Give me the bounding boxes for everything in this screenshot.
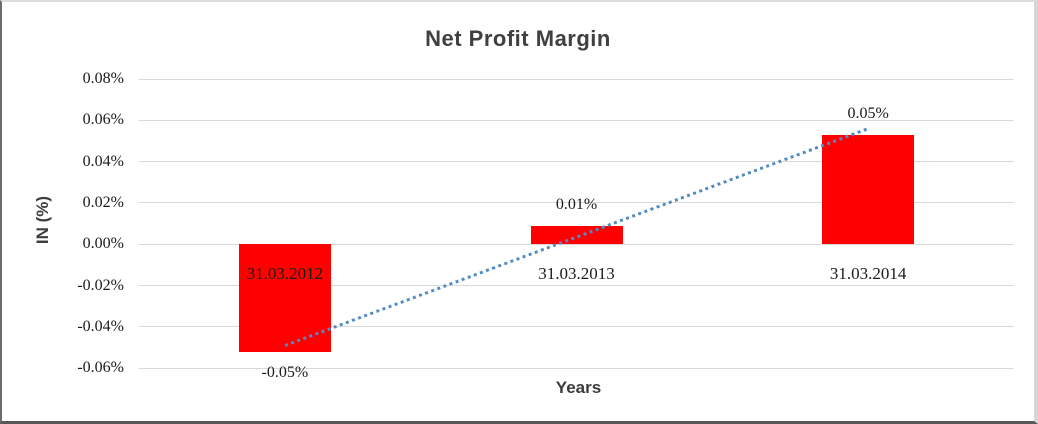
data-label: 0.05% — [847, 104, 889, 122]
data-label: 0.01% — [555, 195, 598, 213]
gridline — [139, 119, 1014, 121]
gridline — [139, 161, 1014, 163]
chart-title: Net Profit Margin — [425, 26, 611, 51]
gridline — [139, 285, 1014, 287]
y-axis-tick-label: -0.06% — [77, 359, 124, 377]
category-label: 31.03.2013 — [538, 264, 615, 284]
gridline — [139, 202, 1014, 204]
gridline — [139, 367, 1014, 369]
y-axis-tick-label: -0.02% — [77, 276, 124, 294]
gridline — [139, 78, 1014, 80]
trendline[interactable] — [284, 127, 869, 347]
y-axis-tick-label: 0.02% — [82, 193, 124, 211]
x-axis-title: Years — [555, 378, 602, 397]
data-label: -0.05% — [261, 363, 309, 381]
bar-31.03.2014[interactable] — [822, 134, 915, 245]
y-axis-tick-label: 0.04% — [82, 152, 124, 170]
category-label: 31.03.2012 — [246, 264, 324, 284]
gridline — [139, 326, 1014, 328]
category-label: 31.03.2014 — [829, 264, 907, 284]
bar-31.03.2012[interactable] — [238, 244, 331, 352]
y-axis-tick-label: 0.06% — [82, 111, 124, 129]
gridline — [139, 243, 1014, 245]
y-axis-tick-label: 0.08% — [82, 70, 124, 87]
y-axis-tick-label: -0.04% — [77, 317, 124, 335]
y-axis-tick-label: 0.00% — [82, 235, 124, 253]
